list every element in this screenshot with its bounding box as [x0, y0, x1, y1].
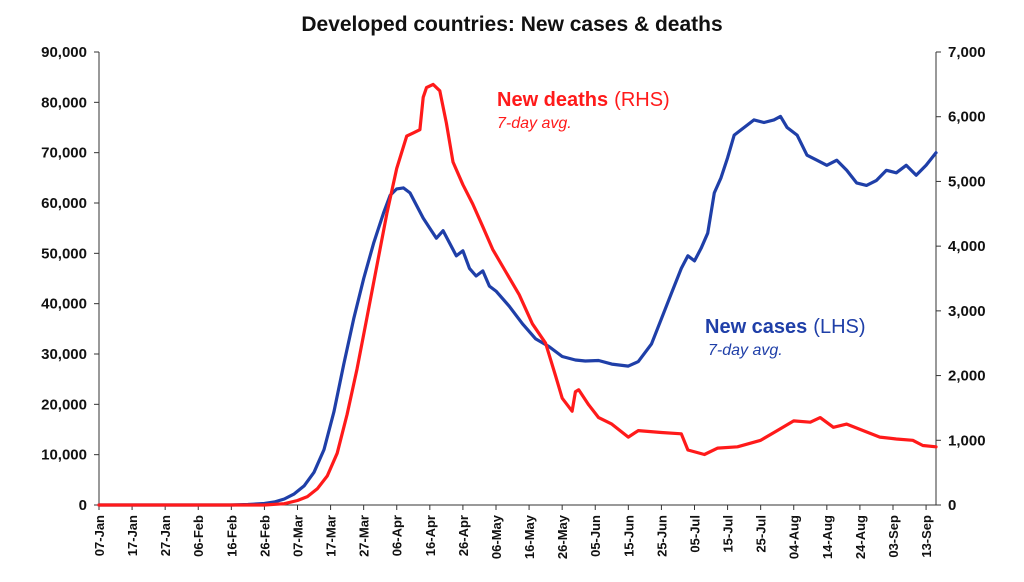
- x-tick-label: 26-May: [555, 514, 570, 559]
- deaths-annotation-name: New deaths: [497, 89, 608, 111]
- left-tick-label: 0: [79, 497, 87, 514]
- deaths-annotation-unit: (RHS): [614, 89, 670, 111]
- x-tick-label: 03-Sep: [886, 515, 901, 558]
- x-tick-label: 27-Jan: [158, 515, 173, 556]
- left-tick-label: 60,000: [41, 195, 87, 212]
- x-tick-label: 25-Jun: [654, 515, 669, 557]
- deaths-annotation-sub: 7-day avg.: [497, 115, 572, 132]
- right-tick-label: 0: [948, 497, 956, 514]
- x-tick-label: 07-Mar: [290, 515, 305, 557]
- x-tick-label: 13-Sep: [919, 515, 934, 558]
- right-tick-label: 6,000: [948, 109, 986, 126]
- x-tick-label: 26-Apr: [456, 515, 471, 556]
- left-tick-label: 90,000: [41, 44, 87, 61]
- x-tick-label: 06-May: [489, 514, 504, 559]
- right-tick-label: 7,000: [948, 44, 986, 61]
- left-tick-label: 10,000: [41, 447, 87, 464]
- deaths-series-line: [97, 82, 938, 507]
- left-tick-label: 30,000: [41, 346, 87, 363]
- left-tick-label: 80,000: [41, 94, 87, 111]
- right-tick-label: 3,000: [948, 303, 986, 320]
- deaths-annotation: New deaths (RHS): [497, 89, 670, 111]
- x-tick-label: 14-Aug: [820, 515, 835, 559]
- axes-group: 0 10,000 20,000 30,000 40,000 50,000 60,000 70,…: [41, 44, 985, 559]
- x-tick-label: 16-May: [522, 514, 537, 559]
- left-tick-label: 40,000: [41, 296, 87, 313]
- x-tick-label: 04-Aug: [787, 515, 802, 559]
- x-tick-label: 07-Jan: [92, 515, 107, 556]
- x-tick-label: 16-Apr: [423, 515, 438, 556]
- cases-series-line: [97, 114, 938, 507]
- x-tick-label: 15-Jul: [721, 515, 736, 553]
- x-tick-label: 24-Aug: [853, 515, 868, 559]
- right-tick-label: 4,000: [948, 238, 986, 255]
- cases-annotation: New cases (LHS): [705, 316, 866, 338]
- left-tick-label: 20,000: [41, 396, 87, 413]
- x-tick-label: 05-Jul: [687, 515, 702, 553]
- left-tick-label: 70,000: [41, 145, 87, 162]
- x-tick-label: 17-Mar: [324, 515, 339, 557]
- cases-annotation-sub: 7-day avg.: [708, 342, 783, 359]
- right-tick-label: 2,000: [948, 368, 986, 385]
- x-tick-label: 06-Apr: [390, 515, 405, 556]
- x-tick-label: 26-Feb: [257, 515, 272, 557]
- x-tick-label: 16-Feb: [224, 515, 239, 557]
- chart-title: Developed countries: New cases & deaths: [301, 13, 722, 36]
- x-tick-label: 05-Jun: [588, 515, 603, 557]
- right-tick-label: 1,000: [948, 432, 986, 449]
- x-tick-label: 15-Jun: [621, 515, 636, 557]
- cases-annotation-name: New cases: [705, 316, 807, 338]
- cases-annotation-unit: (LHS): [813, 316, 865, 338]
- left-tick-label: 50,000: [41, 245, 87, 262]
- right-tick-label: 5,000: [948, 173, 986, 190]
- x-tick-label: 06-Feb: [191, 515, 206, 557]
- x-tick-label: 17-Jan: [125, 515, 140, 556]
- x-tick-label: 25-Jul: [754, 515, 769, 553]
- x-tick-label: 27-Mar: [357, 515, 372, 557]
- series-group: [97, 82, 938, 507]
